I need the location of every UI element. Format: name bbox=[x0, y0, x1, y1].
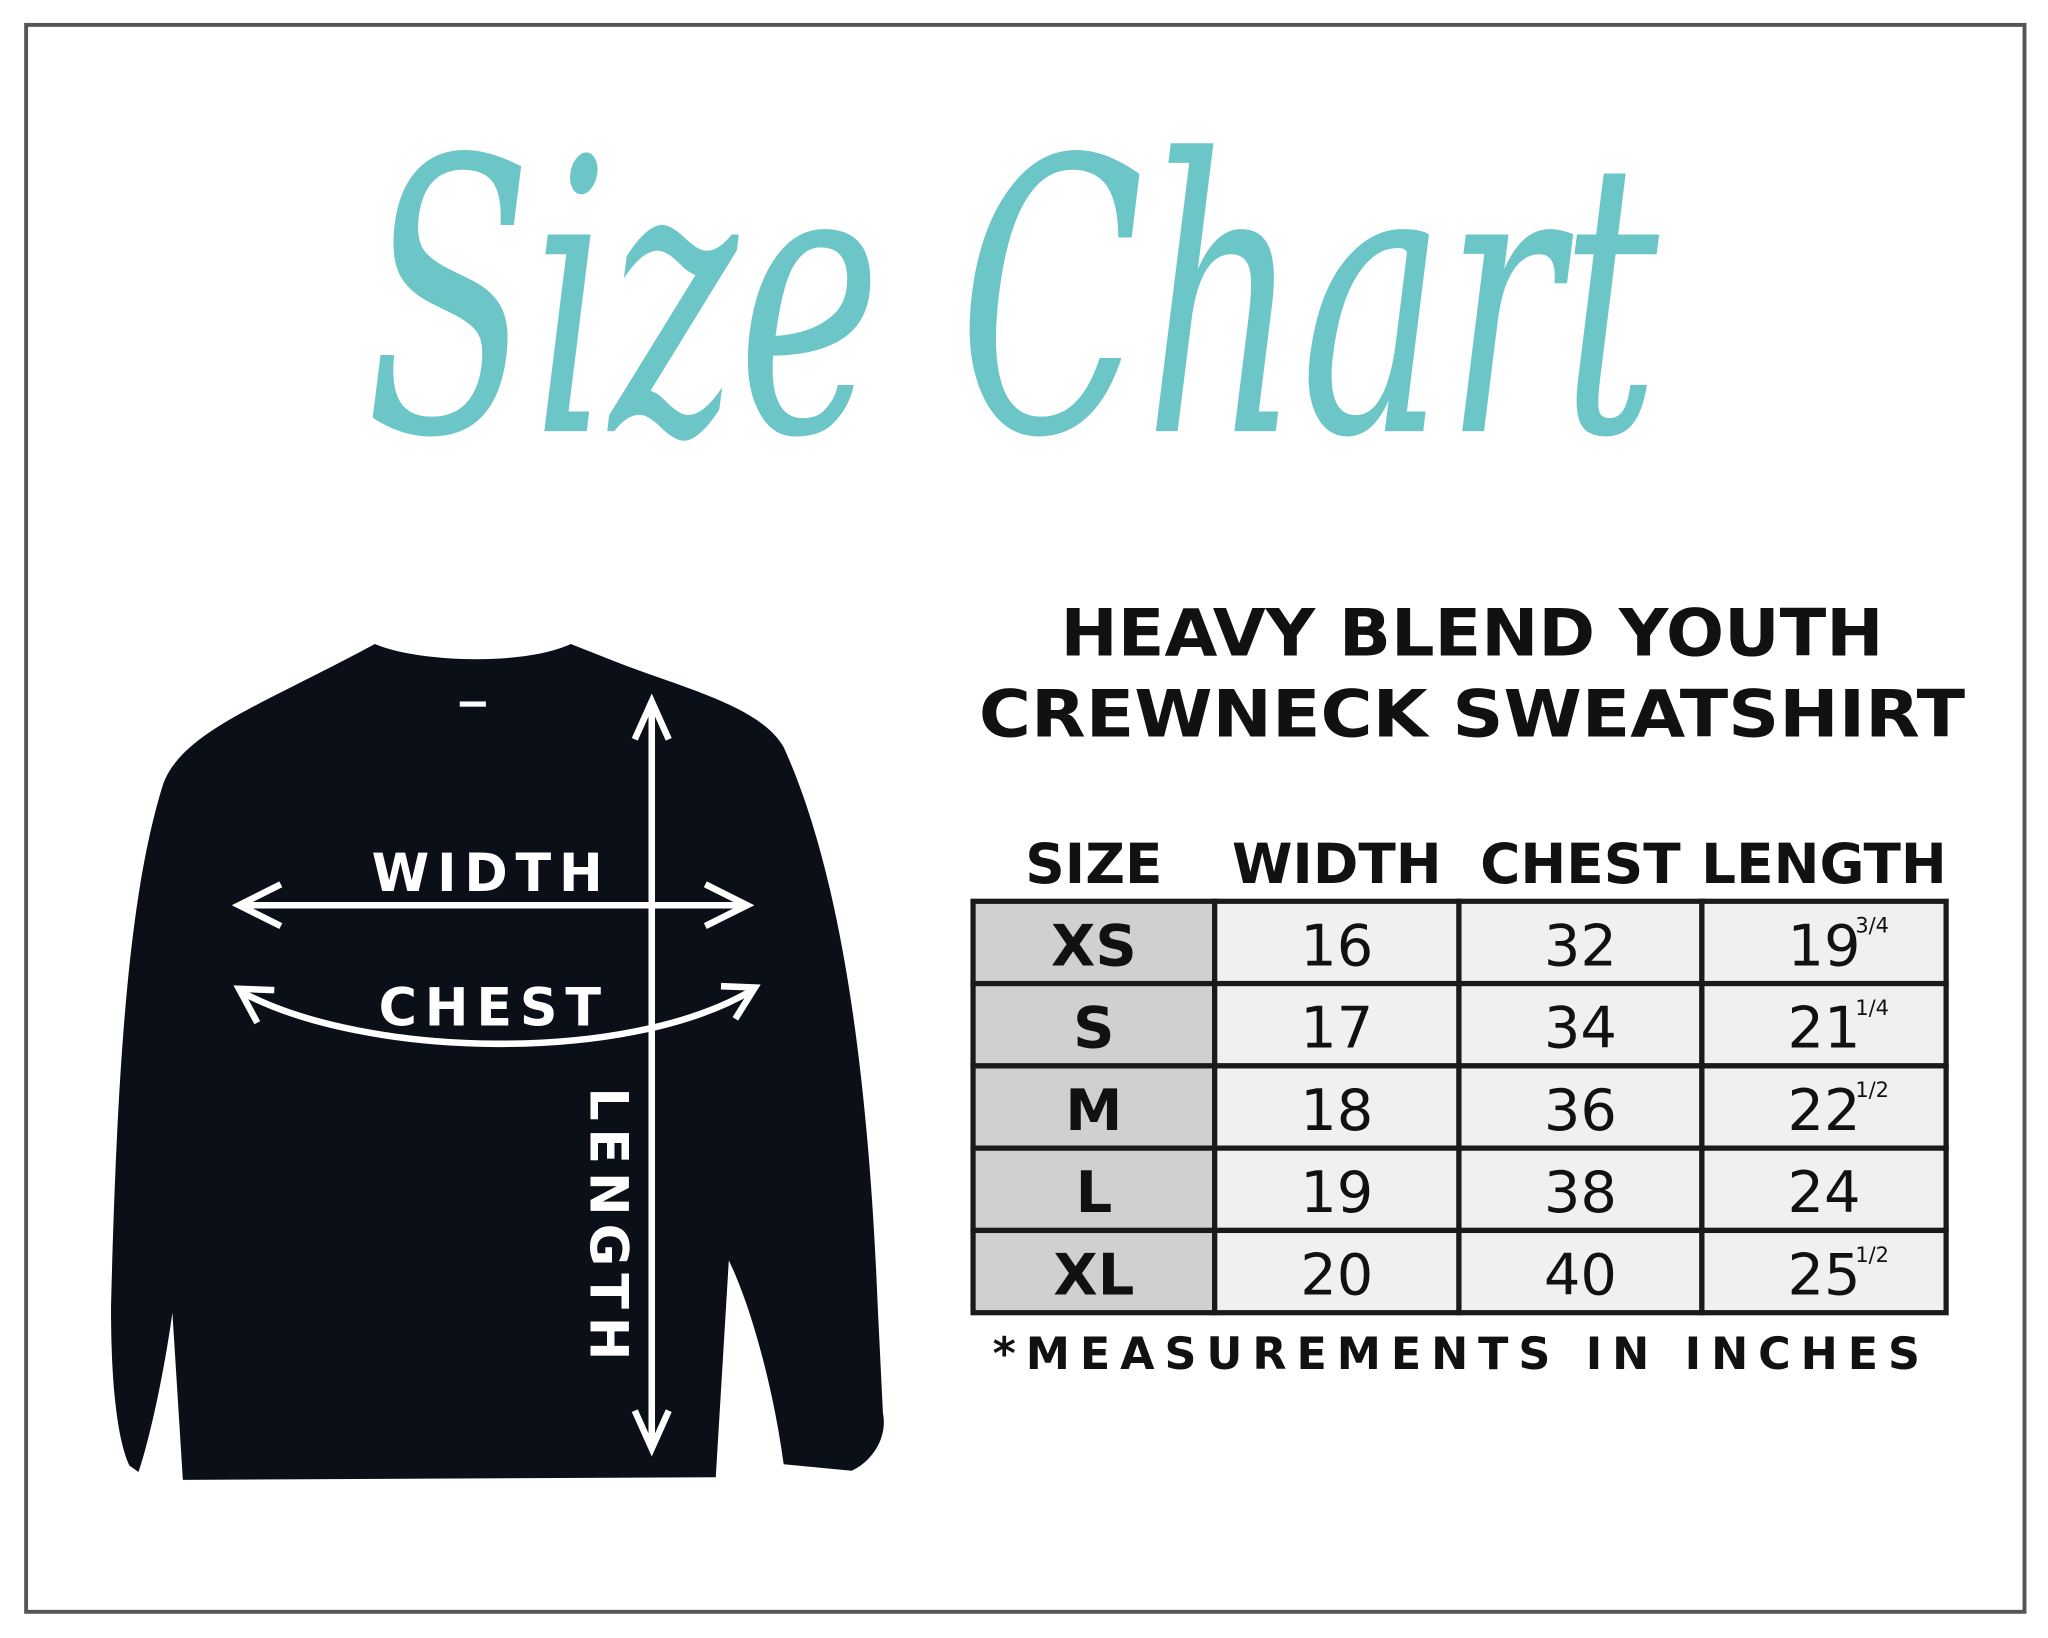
cell-chest-value: 32 bbox=[1544, 912, 1617, 979]
cell-length-value: 24 bbox=[1787, 1159, 1860, 1226]
column-header-length: LENGTH bbox=[1701, 832, 1947, 896]
cell-length-fraction: 1/2 bbox=[1855, 1243, 1889, 1267]
cell-width-value: 17 bbox=[1300, 995, 1373, 1062]
cell-chest-value: 40 bbox=[1544, 1241, 1617, 1308]
cell-size-value: M bbox=[1065, 1077, 1122, 1144]
cell-width-value: 16 bbox=[1300, 912, 1373, 979]
cell-width-value: 20 bbox=[1300, 1241, 1373, 1308]
cell-length-value: 22 bbox=[1787, 1077, 1860, 1144]
table-row: S 17 34 211/4 bbox=[970, 980, 1949, 1069]
measurements-footnote: *MEASUREMENTS IN INCHES bbox=[993, 1329, 1920, 1380]
cell-size-value: XL bbox=[1053, 1241, 1134, 1308]
cell-chest-value: 36 bbox=[1544, 1077, 1617, 1144]
width-label: WIDTH bbox=[372, 844, 611, 904]
column-header-size: SIZE bbox=[1025, 832, 1162, 896]
cell-width-value: 19 bbox=[1300, 1159, 1373, 1226]
cell-size-value: S bbox=[1073, 995, 1114, 1062]
cell-size-value: L bbox=[1076, 1159, 1113, 1226]
cell-length-fraction: 3/4 bbox=[1855, 914, 1889, 938]
sweatshirt-illustration: WIDTH CHEST LENGTH bbox=[111, 643, 884, 1480]
width-arrow bbox=[231, 881, 755, 930]
cell-length-value: 25 bbox=[1787, 1241, 1860, 1308]
cell-length bbox=[1699, 1227, 1949, 1316]
table-row: L 19 38 24 bbox=[970, 1145, 1949, 1234]
cell-length bbox=[1699, 980, 1949, 1069]
cell-width bbox=[1212, 1063, 1462, 1151]
neck-tag bbox=[459, 701, 486, 707]
sweatshirt-shape bbox=[111, 643, 884, 1480]
cell-width-value: 18 bbox=[1300, 1077, 1373, 1144]
column-header-width: WIDTH bbox=[1232, 832, 1442, 896]
cell-size bbox=[970, 1227, 1218, 1316]
length-label: LENGTH bbox=[577, 1087, 637, 1368]
length-arrow bbox=[631, 693, 672, 1457]
chest-label: CHEST bbox=[379, 978, 609, 1038]
product-title-line1: HEAVY BLEND YOUTH bbox=[1061, 596, 1884, 672]
table-row: XS 16 32 193/4 bbox=[970, 898, 1949, 987]
cell-width bbox=[1212, 980, 1462, 1069]
product-title-line2: CREWNECK SWEATSHIRT bbox=[979, 677, 1966, 753]
cell-length bbox=[1699, 1145, 1949, 1234]
cell-chest-value: 38 bbox=[1544, 1159, 1617, 1226]
column-header-chest: CHEST bbox=[1480, 832, 1681, 896]
page-title: Size Chart bbox=[366, 80, 1660, 521]
cell-length-fraction: 1/2 bbox=[1855, 1078, 1889, 1102]
chest-arrow bbox=[233, 982, 761, 1048]
table-row: M 18 36 221/2 bbox=[970, 1063, 1949, 1151]
cell-length bbox=[1699, 1063, 1949, 1151]
table-row: XL 20 40 251/2 bbox=[970, 1227, 1949, 1316]
cell-length-value: 19 bbox=[1787, 912, 1860, 979]
cell-chest-value: 34 bbox=[1544, 995, 1617, 1062]
cell-size-value: XS bbox=[1051, 912, 1137, 979]
cell-length-fraction: 1/4 bbox=[1855, 996, 1889, 1020]
cell-chest bbox=[1456, 1145, 1705, 1234]
cell-length-value: 21 bbox=[1787, 995, 1860, 1062]
